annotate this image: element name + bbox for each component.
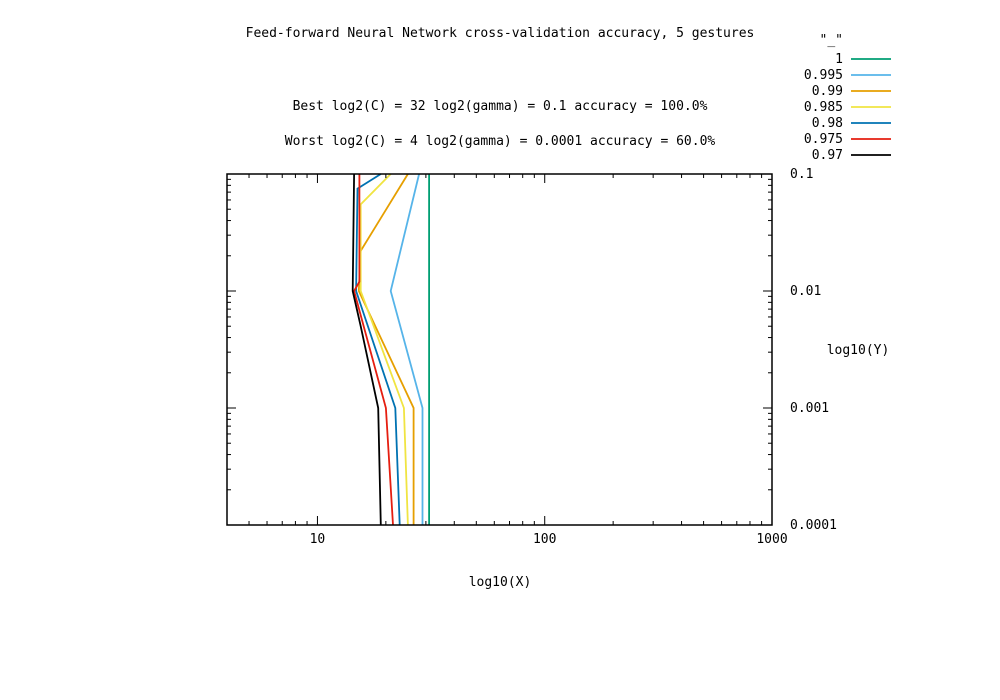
- x-tick-label-1: 100: [533, 532, 556, 547]
- legend-label-6: 0.97: [812, 148, 843, 163]
- x-ticks: 10 100 1000: [226, 174, 788, 547]
- legend-label-0: 1: [835, 52, 843, 67]
- chart-title: Feed-forward Neural Network cross-valida…: [246, 26, 755, 41]
- legend-title: "_": [820, 33, 843, 48]
- y-tick-label-0: 0.1: [790, 167, 813, 182]
- legend-label-5: 0.975: [804, 132, 843, 147]
- legend-label-3: 0.985: [804, 100, 843, 115]
- chart-subtitle-best: Best log2(C) = 32 log2(gamma) = 0.1 accu…: [293, 99, 708, 114]
- x-axis-label: log10(X): [469, 575, 532, 590]
- y-tick-label-3: 0.0001: [790, 518, 837, 533]
- legend-label-1: 0.995: [804, 68, 843, 83]
- x-tick-label-0: 10: [310, 532, 326, 547]
- plot-frame: [226, 173, 773, 526]
- series-line-5: [353, 174, 394, 526]
- legend-label-2: 0.99: [812, 84, 843, 99]
- plot-series: [351, 173, 431, 526]
- legend-label-4: 0.98: [812, 116, 843, 131]
- y-tick-label-2: 0.001: [790, 401, 829, 416]
- series-line-1: [389, 173, 424, 525]
- series-line-6: [351, 173, 382, 526]
- chart-subtitle-worst: Worst log2(C) = 4 log2(gamma) = 0.0001 a…: [285, 134, 716, 149]
- x-tick-label-2: 1000: [756, 532, 787, 547]
- y-axis-label: log10(Y): [827, 343, 890, 358]
- series-line-2: [357, 173, 415, 525]
- y-tick-label-1: 0.01: [790, 284, 821, 299]
- series-line-3: [359, 173, 409, 526]
- series-line-4: [355, 173, 401, 526]
- y-ticks: 0.1 0.01 0.001 0.0001: [227, 167, 837, 533]
